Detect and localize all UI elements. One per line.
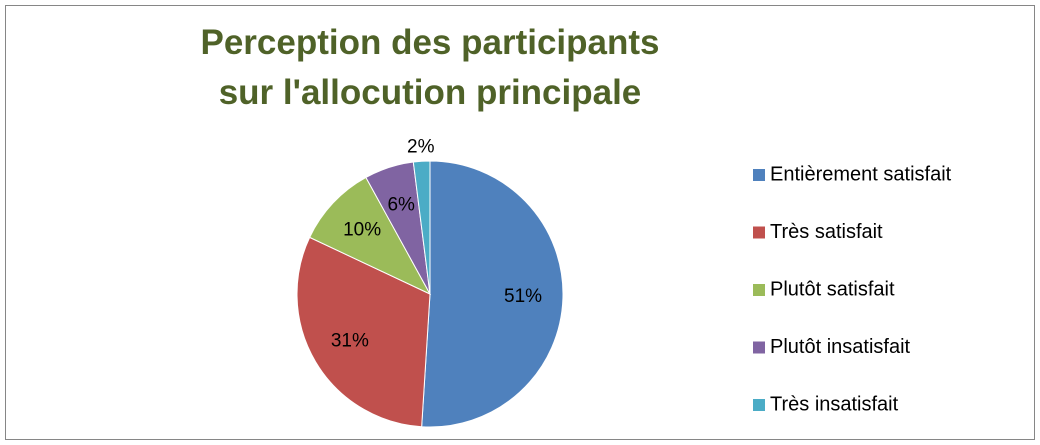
- pie-slice: [308, 176, 432, 296]
- pie-slice: [412, 160, 431, 295]
- data-label: 2%: [407, 136, 435, 157]
- legend-label: Très insatisfait: [770, 393, 899, 415]
- legend-swatch: [753, 284, 765, 296]
- chart-title: Perception des participants sur l'allocu…: [200, 23, 660, 112]
- data-label: 31%: [331, 330, 369, 351]
- pie-slice: [296, 236, 431, 428]
- legend-label: Entièrement satisfait: [770, 163, 952, 185]
- legend-swatch: [753, 399, 765, 411]
- legend-swatch: [753, 169, 765, 181]
- pie-slice: [421, 160, 564, 428]
- data-label: 10%: [343, 219, 381, 240]
- legend-label: Plutôt insatisfait: [770, 336, 911, 358]
- data-label: 6%: [387, 194, 415, 215]
- legend-label: Très satisfait: [770, 221, 883, 243]
- data-label: 51%: [504, 286, 542, 307]
- legend-swatch: [753, 341, 765, 354]
- legend-swatch: [753, 226, 765, 239]
- legend-label: Plutôt satisfait: [770, 278, 895, 300]
